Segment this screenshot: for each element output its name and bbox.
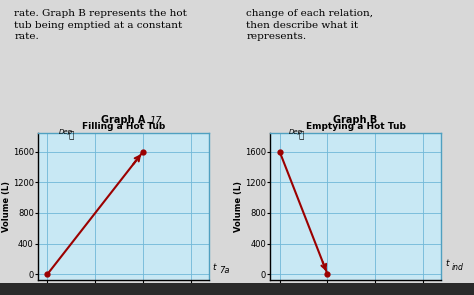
Text: Ⓥ: Ⓥ — [299, 132, 304, 141]
Text: rate. Graph B represents the hot
tub being emptied at a constant
rate.: rate. Graph B represents the hot tub bei… — [14, 9, 187, 42]
Y-axis label: Volume (L): Volume (L) — [235, 181, 244, 232]
Text: Filling a Hot Tub: Filling a Hot Tub — [82, 122, 165, 131]
Text: t: t — [212, 263, 216, 272]
Y-axis label: Volume (L): Volume (L) — [2, 181, 11, 232]
Text: Graph B: Graph B — [333, 115, 378, 125]
Text: Emptying a Hot Tub: Emptying a Hot Tub — [306, 122, 405, 131]
Text: Graph A: Graph A — [101, 115, 146, 125]
Text: 7a: 7a — [219, 266, 229, 275]
Text: change of each relation,
then describe what it
represents.: change of each relation, then describe w… — [246, 9, 374, 42]
Text: Dep: Dep — [289, 129, 303, 135]
Text: ind: ind — [451, 263, 463, 272]
Text: t: t — [446, 258, 449, 268]
Text: Dep: Dep — [59, 129, 73, 135]
Text: Ⓥ: Ⓥ — [69, 132, 74, 141]
Text: 17: 17 — [149, 116, 162, 126]
